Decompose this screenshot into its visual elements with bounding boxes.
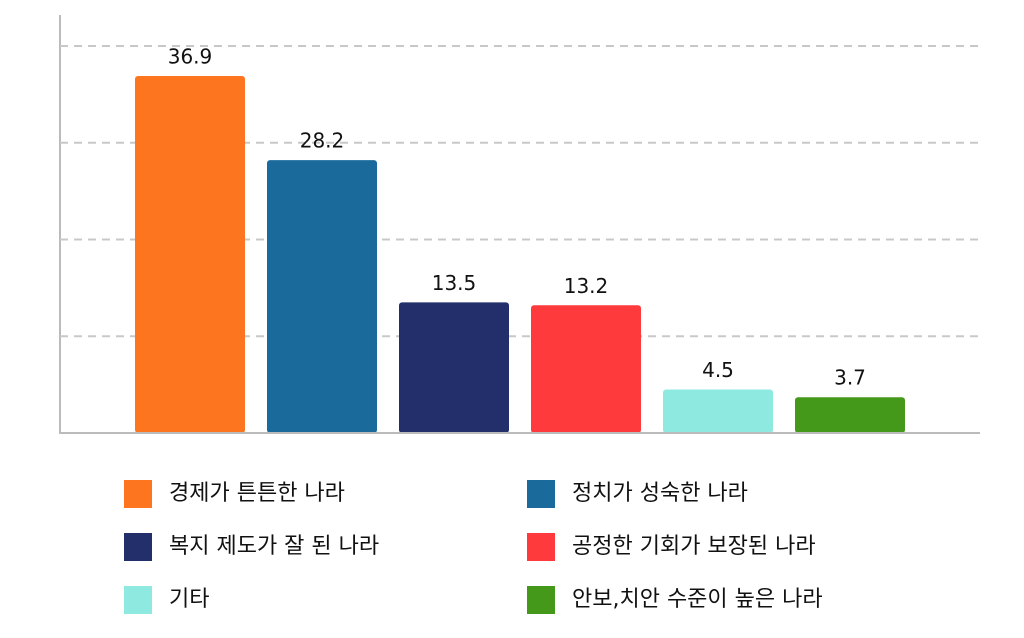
bar xyxy=(531,305,641,433)
value-label: 4.5 xyxy=(702,358,734,382)
legend-label: 복지 제도가 잘 된 나라 xyxy=(169,534,379,559)
value-label: 13.5 xyxy=(432,271,477,295)
legend-swatch xyxy=(527,480,555,508)
bar xyxy=(135,76,245,434)
legend-swatch xyxy=(124,586,152,614)
legend-label: 공정한 기회가 보장된 나라 xyxy=(572,534,816,559)
legend-label: 경제가 튼튼한 나라 xyxy=(169,481,345,506)
bar xyxy=(663,389,773,433)
legend-swatch xyxy=(124,480,152,508)
legend-swatch xyxy=(527,586,555,614)
legend-label: 기타 xyxy=(169,587,209,612)
value-label: 13.2 xyxy=(564,274,609,298)
legend-swatch xyxy=(527,533,555,561)
legend-swatch xyxy=(124,533,152,561)
value-label: 36.9 xyxy=(168,45,213,69)
value-label: 3.7 xyxy=(834,366,866,390)
bar xyxy=(399,302,509,433)
bar xyxy=(795,397,905,433)
legend-label: 안보,치안 수준이 높은 나라 xyxy=(572,587,823,612)
value-label: 28.2 xyxy=(300,129,345,153)
bar xyxy=(267,160,377,433)
legend-label: 정치가 성숙한 나라 xyxy=(572,481,748,506)
